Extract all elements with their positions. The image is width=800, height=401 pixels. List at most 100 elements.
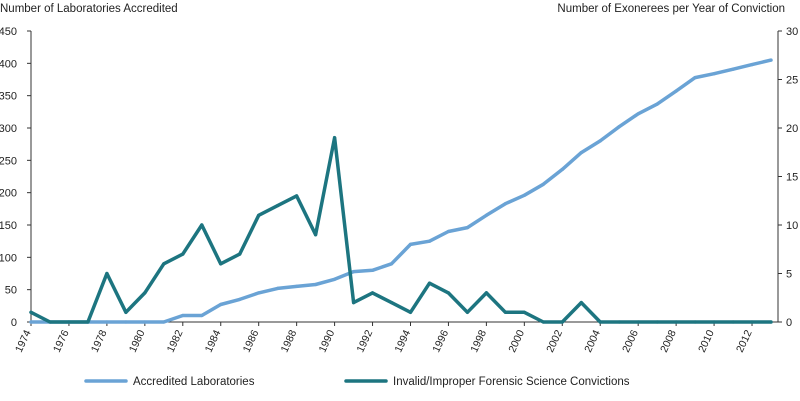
data-point-invalid bbox=[750, 320, 754, 324]
data-point-invalid bbox=[181, 252, 185, 256]
x-tick-label: 2002 bbox=[544, 328, 565, 354]
data-point-accredited bbox=[598, 139, 602, 143]
left-axis-title: Number of Laboratories Accredited bbox=[0, 3, 178, 15]
data-point-invalid bbox=[674, 320, 678, 324]
legend: Accredited Laboratories Invalid/Improper… bbox=[84, 376, 630, 388]
data-point-accredited bbox=[162, 320, 166, 324]
data-point-invalid bbox=[617, 320, 621, 324]
data-point-invalid bbox=[655, 320, 659, 324]
data-point-accredited bbox=[617, 125, 621, 129]
data-point-accredited bbox=[484, 213, 488, 217]
data-point-accredited bbox=[352, 270, 356, 274]
x-tick-label: 2012 bbox=[734, 328, 755, 354]
data-point-accredited bbox=[503, 202, 507, 206]
data-point-accredited bbox=[29, 320, 33, 324]
data-point-invalid bbox=[560, 320, 564, 324]
data-point-invalid bbox=[484, 291, 488, 295]
x-tick-label: 1998 bbox=[468, 328, 489, 354]
x-tick-label: 1994 bbox=[392, 328, 413, 354]
data-point-accredited bbox=[769, 58, 773, 62]
right-tick-label: 10 bbox=[786, 220, 798, 232]
data-point-invalid bbox=[712, 320, 716, 324]
left-tick-label: 50 bbox=[5, 285, 17, 297]
data-point-invalid bbox=[219, 262, 223, 266]
data-point-invalid bbox=[276, 204, 280, 208]
data-point-invalid bbox=[408, 310, 413, 314]
right-y-ticks: 0 5 10 15 20 25 30 bbox=[778, 26, 798, 329]
data-point-invalid bbox=[579, 301, 583, 305]
left-tick-label: 150 bbox=[0, 220, 17, 232]
data-point-accredited bbox=[124, 320, 128, 324]
data-point-accredited bbox=[750, 63, 754, 67]
data-point-invalid bbox=[769, 320, 773, 324]
right-tick-label: 20 bbox=[786, 123, 798, 135]
x-tick-label: 1980 bbox=[127, 328, 148, 354]
data-point-accredited bbox=[427, 239, 432, 243]
data-point-accredited bbox=[560, 167, 564, 171]
data-point-accredited bbox=[333, 277, 337, 281]
data-point-invalid bbox=[522, 310, 526, 314]
left-tick-label: 0 bbox=[11, 317, 17, 329]
x-tick-label: 2008 bbox=[658, 328, 679, 354]
right-axis-title: Number of Exonerees per Year of Convicti… bbox=[557, 3, 785, 15]
right-tick-label: 0 bbox=[786, 317, 792, 329]
data-point-invalid bbox=[389, 301, 394, 305]
data-point-accredited bbox=[636, 112, 640, 116]
x-tick-label: 1988 bbox=[279, 328, 300, 354]
data-point-accredited bbox=[276, 286, 280, 290]
x-tick-label: 1976 bbox=[51, 328, 72, 354]
data-point-accredited bbox=[465, 226, 469, 230]
right-tick-label: 30 bbox=[786, 26, 798, 38]
data-point-invalid bbox=[598, 320, 602, 324]
data-point-accredited bbox=[370, 268, 375, 272]
right-tick-label: 5 bbox=[786, 269, 792, 281]
data-point-accredited bbox=[712, 72, 716, 76]
data-point-accredited bbox=[408, 242, 413, 246]
left-tick-label: 450 bbox=[0, 26, 17, 38]
data-point-invalid bbox=[731, 320, 735, 324]
x-tick-label: 1982 bbox=[165, 328, 186, 354]
left-tick-label: 400 bbox=[0, 58, 17, 70]
data-point-invalid bbox=[370, 291, 375, 295]
x-ticks: 1974 1976 1978 1980 1982 1984 1986 1988 1990 1992… bbox=[13, 322, 755, 354]
data-point-invalid bbox=[503, 310, 507, 314]
x-tick-label: 2000 bbox=[506, 328, 527, 354]
x-tick-label: 1978 bbox=[89, 328, 110, 354]
x-tick-label: 1996 bbox=[430, 328, 451, 354]
data-point-accredited bbox=[446, 229, 450, 234]
data-point-invalid bbox=[48, 320, 52, 324]
legend-label-accredited: Accredited Laboratories bbox=[133, 376, 255, 388]
data-point-invalid bbox=[200, 223, 204, 227]
x-tick-label: 1986 bbox=[241, 328, 262, 354]
data-point-invalid bbox=[314, 233, 318, 237]
data-point-accredited bbox=[219, 302, 223, 307]
left-tick-label: 300 bbox=[0, 123, 17, 135]
x-tick-label: 1992 bbox=[355, 328, 376, 354]
left-tick-label: 250 bbox=[0, 155, 17, 167]
x-tick-label: 1990 bbox=[317, 328, 338, 354]
data-point-invalid bbox=[257, 213, 261, 217]
series-layer bbox=[29, 58, 773, 324]
x-tick-label: 2004 bbox=[582, 328, 603, 354]
data-point-invalid bbox=[105, 271, 109, 276]
x-tick-label: 2006 bbox=[620, 328, 641, 354]
series-line-accredited-laboratories bbox=[29, 58, 773, 324]
right-tick-label: 25 bbox=[786, 75, 798, 87]
data-point-invalid bbox=[446, 291, 450, 295]
data-point-accredited bbox=[389, 262, 394, 266]
data-point-invalid bbox=[693, 320, 697, 324]
data-point-invalid bbox=[333, 136, 337, 140]
data-point-invalid bbox=[465, 310, 469, 314]
left-tick-label: 350 bbox=[0, 91, 17, 103]
x-tick-label: 1984 bbox=[203, 328, 224, 354]
left-tick-label: 200 bbox=[0, 188, 17, 200]
data-point-invalid bbox=[124, 310, 128, 314]
data-point-invalid bbox=[162, 262, 166, 266]
data-point-accredited bbox=[238, 297, 242, 301]
data-point-invalid bbox=[636, 320, 640, 324]
data-point-invalid bbox=[541, 320, 545, 324]
data-point-accredited bbox=[257, 291, 261, 295]
data-point-invalid bbox=[352, 301, 356, 305]
data-point-accredited bbox=[655, 102, 659, 106]
data-point-invalid bbox=[238, 252, 242, 256]
